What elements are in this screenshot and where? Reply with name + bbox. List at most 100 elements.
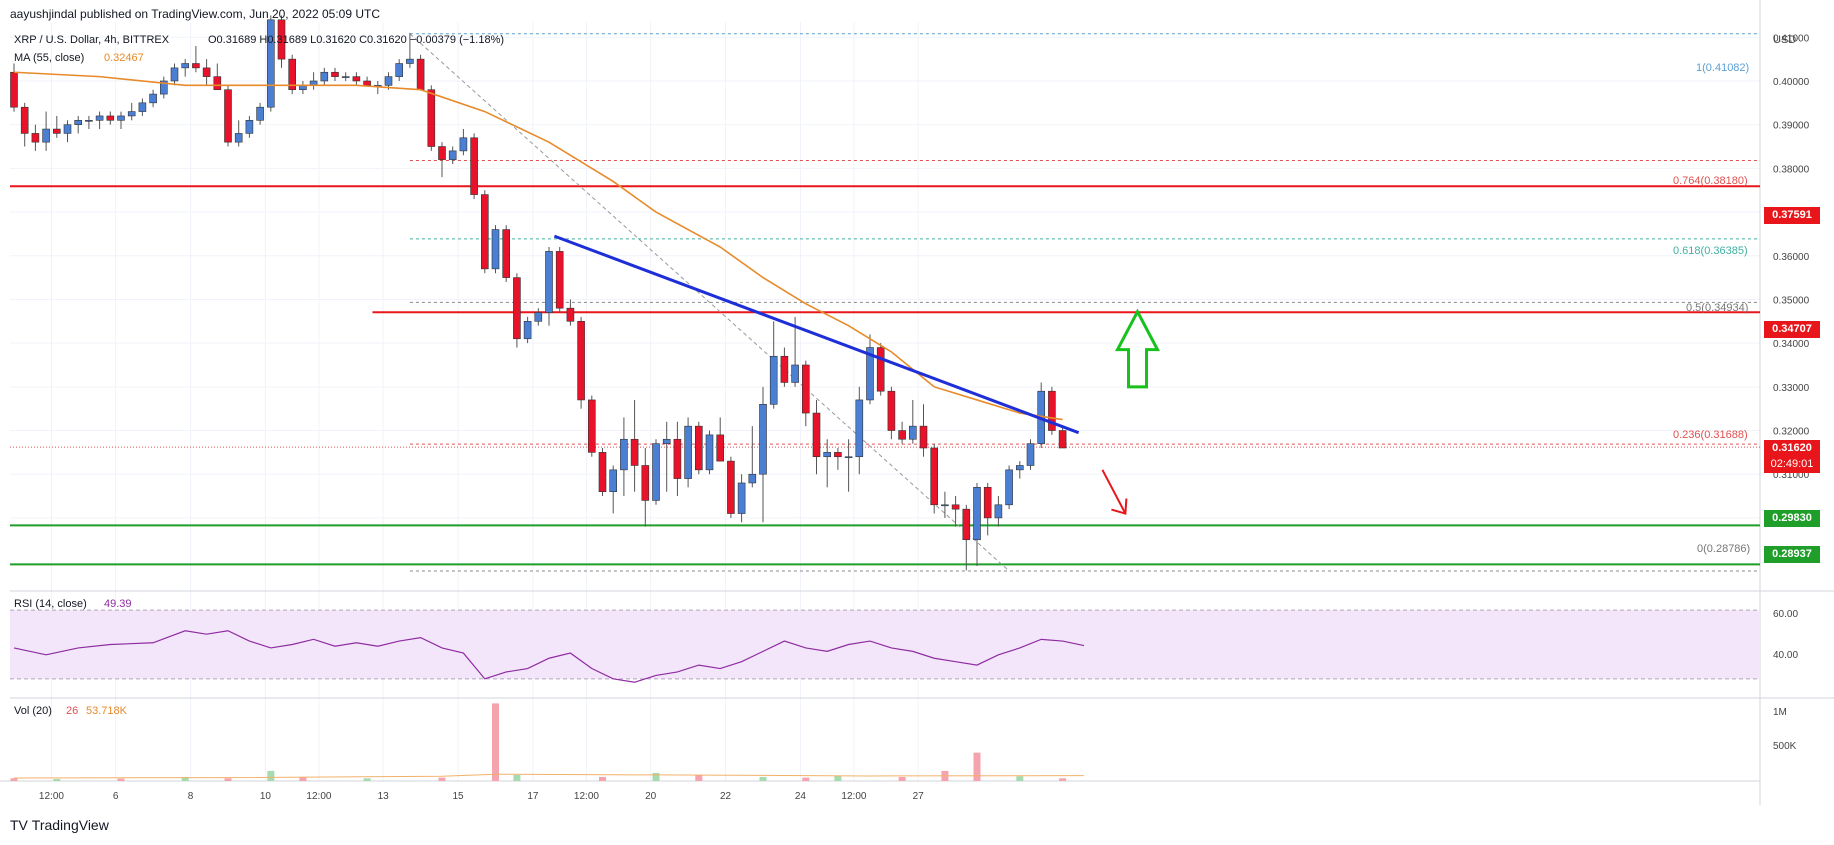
- candle: [406, 32, 414, 68]
- candle-body: [876, 347, 885, 392]
- candle: [266, 15, 275, 112]
- candle-body: [662, 438, 671, 444]
- candle-body: [1048, 390, 1056, 431]
- candle-body: [983, 487, 992, 519]
- candle: [908, 399, 917, 444]
- candle: [780, 347, 789, 387]
- time-tick-label: 10: [260, 791, 272, 802]
- rsi-label[interactable]: RSI (14, close): [14, 598, 87, 610]
- price-tag-current: 0.31620: [1764, 440, 1820, 457]
- candle-body: [759, 404, 767, 475]
- candle: [117, 111, 125, 130]
- candle-body: [769, 355, 778, 405]
- candle-body: [545, 251, 553, 313]
- candle-body: [160, 80, 168, 95]
- volume-bar: [117, 778, 125, 781]
- candle-body: [502, 229, 511, 278]
- candle: [951, 496, 960, 527]
- tradingview-logo-text: TradingView: [31, 817, 109, 833]
- candle: [470, 133, 478, 199]
- rsi-band: [10, 610, 1760, 679]
- candle: [127, 102, 136, 121]
- candle-body: [566, 307, 575, 322]
- time-tick-label: 12:00: [574, 791, 599, 802]
- volume-bar: [299, 776, 307, 781]
- candle-body: [727, 460, 735, 514]
- candle: [52, 115, 61, 138]
- price-tick-label: 0.36000: [1773, 252, 1810, 263]
- candle-body: [555, 251, 564, 309]
- candle-body: [630, 438, 639, 466]
- volume-bar: [513, 774, 521, 781]
- candle-body: [106, 115, 115, 121]
- candle: [609, 465, 618, 514]
- candle: [395, 59, 404, 81]
- candle-body: [780, 355, 789, 383]
- price-tag-resistance-1: 0.37591: [1764, 207, 1820, 224]
- candle-body: [341, 76, 350, 78]
- price-tick-label: 0.32000: [1773, 427, 1810, 438]
- arrow-down-icon: [1101, 469, 1127, 515]
- candle-body: [63, 124, 72, 134]
- candle: [705, 430, 714, 475]
- candle: [759, 386, 767, 523]
- candle-body: [716, 434, 725, 462]
- candle-body: [42, 128, 50, 143]
- fib-1-label: 1(0.41082): [1696, 62, 1750, 74]
- symbol-title[interactable]: XRP / U.S. Dollar, 4h, BITTREX: [14, 34, 170, 46]
- candle: [812, 399, 821, 475]
- volume-bar: [53, 778, 61, 781]
- volume-bar: [224, 778, 232, 781]
- time-tick-label: 12:00: [306, 791, 331, 802]
- candle: [684, 417, 692, 488]
- price-tag-support-2: 0.28937: [1764, 546, 1820, 563]
- tradingview-logo[interactable]: TV TradingView: [10, 817, 109, 833]
- ma-label[interactable]: MA (55, close): [14, 52, 85, 64]
- volume-label[interactable]: Vol (20): [14, 705, 52, 717]
- price-tick-label: 0.33000: [1773, 383, 1810, 394]
- candle-body: [941, 504, 949, 507]
- candle: [341, 72, 350, 81]
- volume-bar: [363, 778, 371, 781]
- candle: [876, 343, 885, 396]
- candle-body: [641, 465, 650, 501]
- candle: [545, 247, 553, 326]
- candle: [192, 46, 200, 73]
- volume-ma-line: [13, 773, 1085, 779]
- volume-bar: [492, 703, 499, 781]
- price-tick-label: 0.35000: [1773, 295, 1810, 306]
- candle-body: [192, 63, 200, 69]
- volume-bar: [759, 776, 767, 781]
- candle-body: [245, 120, 254, 134]
- candle: [566, 299, 575, 326]
- volume-bar: [802, 777, 810, 781]
- fib-05-label: 0.5(0.34934): [1686, 302, 1749, 314]
- fib-764-label: 0.764(0.38180): [1673, 175, 1748, 187]
- rsi-line: [13, 630, 1085, 683]
- candle-body: [149, 93, 157, 104]
- candle: [630, 399, 639, 492]
- candle: [331, 67, 339, 81]
- arrow-down-head-icon: [1111, 498, 1128, 515]
- candle-body: [962, 508, 971, 541]
- candle-body: [973, 487, 981, 541]
- price-tick-label: 0.41000: [1773, 33, 1810, 44]
- candle: [85, 115, 93, 130]
- rsi-tick-60: 60.00: [1773, 609, 1799, 620]
- candle-body: [812, 412, 821, 458]
- volume-bar: [1016, 776, 1024, 781]
- rsi-value: 49.39: [104, 598, 132, 610]
- candle-body: [887, 390, 896, 431]
- candle: [416, 54, 425, 91]
- candle: [620, 417, 628, 497]
- volume-bar: [267, 770, 275, 781]
- currency-label: USD: [1773, 34, 1797, 46]
- candle-body: [138, 102, 147, 112]
- volume-bar: [181, 776, 189, 781]
- candle: [245, 115, 254, 138]
- candle: [448, 146, 457, 164]
- candle-body: [448, 150, 457, 160]
- candle: [256, 102, 264, 125]
- candle: [480, 190, 489, 274]
